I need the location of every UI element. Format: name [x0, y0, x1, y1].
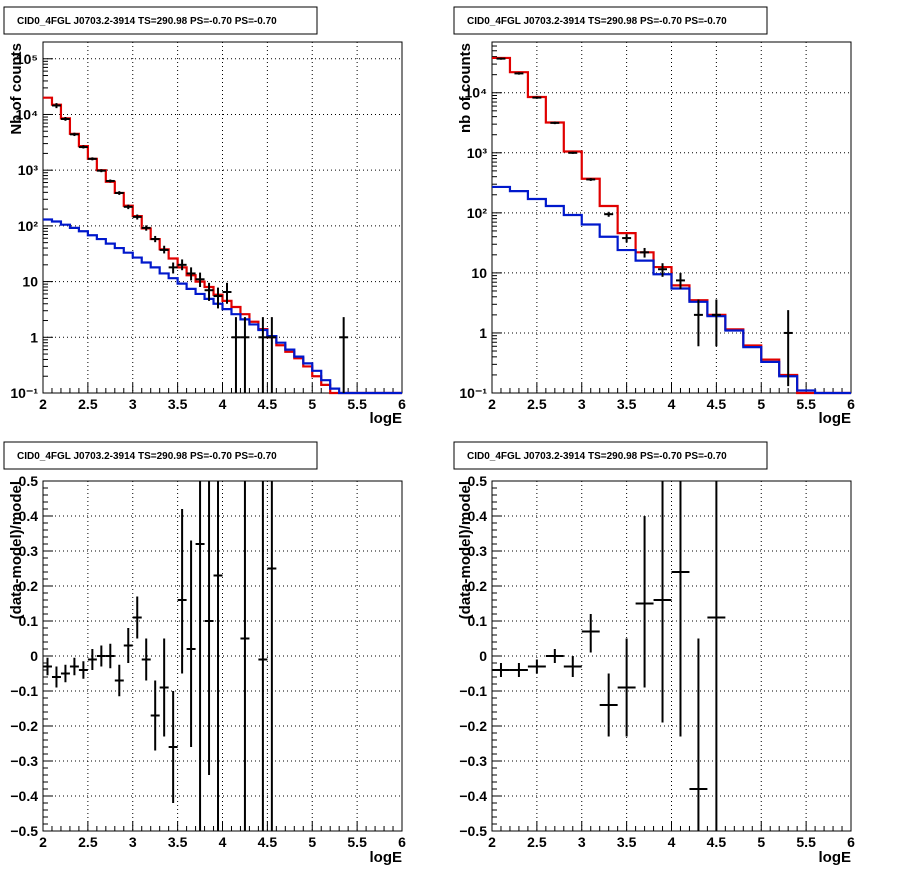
- y-tick-label: −0.3: [10, 753, 38, 769]
- x-axis-label: logE: [370, 410, 403, 427]
- y-tick-label: 10⁴: [16, 106, 39, 122]
- plot-area: 2 2.5 3 3.5 4 4.5 5 5.5 6 10⁻¹ 1 10 10² 10³ 10⁴: [459, 41, 855, 412]
- residual-panel-left: CID0_4FGL J0703.2-3914 TS=290.98 PS=-0.7…: [3, 441, 406, 866]
- y-tick-label: −0.3: [459, 753, 487, 769]
- y-tick-label: 0.4: [19, 508, 39, 524]
- x-tick-label: 3.5: [617, 396, 637, 412]
- y-tick-label: 10: [22, 274, 38, 290]
- residual-panel-right: CID0_4FGL J0703.2-3914 TS=290.98 PS=-0.7…: [453, 441, 855, 866]
- x-tick-label: 2.5: [78, 396, 98, 412]
- y-tick-label: 1: [30, 329, 38, 345]
- x-axis-label: logE: [819, 849, 852, 866]
- y-tick-label: 0.3: [19, 543, 39, 559]
- x-tick-label: 2: [488, 834, 496, 850]
- x-tick-label: 3.5: [617, 834, 637, 850]
- y-tick-label: 10⁴: [465, 85, 488, 101]
- x-tick-label: 3.5: [168, 834, 188, 850]
- y-tick-label: −0.1: [459, 683, 487, 699]
- x-tick-label: 2: [488, 396, 496, 412]
- y-tick-label: 10²: [18, 218, 39, 234]
- y-tick-label: 10⁻¹: [459, 385, 487, 401]
- y-tick-label: 10²: [467, 205, 488, 221]
- x-tick-label: 4.5: [707, 834, 727, 850]
- y-axis-label: nb of counts: [457, 43, 474, 133]
- x-axis-label: logE: [370, 849, 403, 866]
- x-tick-label: 4: [219, 834, 227, 850]
- y-tick-label: 10⁵: [16, 51, 38, 67]
- counts-panel-right: CID0_4FGL J0703.2-3914 TS=290.98 PS=-0.7…: [453, 6, 855, 427]
- title-box: [3, 6, 318, 35]
- plot-area: 2 2.5 3 3.5 4 4.5 5 5.5 6 −0.5 −0.4 −0.3 −0.2 −0.1 0 0.…: [10, 473, 406, 850]
- x-tick-label: 4.5: [707, 396, 727, 412]
- x-tick-label: 4: [219, 396, 227, 412]
- component-step-line: [492, 185, 851, 395]
- x-tick-label: 2: [39, 396, 47, 412]
- x-tick-label: 6: [398, 396, 406, 412]
- x-tick-label: 5: [757, 834, 765, 850]
- y-tick-label: 1: [479, 325, 487, 341]
- y-tick-label: −0.1: [10, 683, 38, 699]
- y-axis-label: Nb of counts: [8, 43, 25, 135]
- y-axis-label: (data-model)/model: [8, 481, 25, 619]
- x-tick-label: 5.5: [796, 834, 816, 850]
- x-tick-label: 3: [129, 834, 137, 850]
- y-tick-label: 0.1: [19, 613, 39, 629]
- x-tick-label: 2: [39, 834, 47, 850]
- x-tick-label: 3: [578, 396, 586, 412]
- x-tick-label: 2.5: [78, 834, 98, 850]
- y-tick-label: −0.4: [10, 788, 38, 804]
- title-box: [453, 6, 768, 35]
- x-tick-label: 5: [308, 834, 316, 850]
- y-tick-label: 0: [30, 648, 38, 664]
- y-tick-label: 10³: [18, 162, 39, 178]
- counts-panel-left: CID0_4FGL J0703.2-3914 TS=290.98 PS=-0.7…: [3, 6, 406, 427]
- y-tick-label: −0.2: [459, 718, 487, 734]
- x-tick-label: 5.5: [347, 834, 367, 850]
- y-tick-label: −0.4: [459, 788, 487, 804]
- panel-title: CID0_4FGL J0703.2-3914 TS=290.98 PS=-0.7…: [467, 451, 727, 462]
- x-axis-label: logE: [819, 410, 852, 427]
- total_model-step-line: [43, 96, 402, 395]
- x-tick-label: 5.5: [796, 396, 816, 412]
- plot-area: 2 2.5 3 3.5 4 4.5 5 5.5 6 −0.5 −0.4 −0.3 −0.2 −0.1 0 0.…: [459, 473, 855, 850]
- x-tick-label: 2.5: [527, 396, 547, 412]
- y-tick-label: −0.5: [459, 823, 487, 839]
- x-tick-label: 6: [398, 834, 406, 850]
- x-tick-label: 5.5: [347, 396, 367, 412]
- y-tick-label: −0.2: [10, 718, 38, 734]
- x-tick-label: 6: [847, 396, 855, 412]
- y-axis-label: (data-model)/model: [457, 481, 474, 619]
- y-tick-label: 10: [471, 265, 487, 281]
- x-tick-label: 2.5: [527, 834, 547, 850]
- y-tick-label: 0.3: [468, 543, 488, 559]
- title-box: [453, 441, 768, 470]
- x-tick-label: 5: [308, 396, 316, 412]
- y-tick-label: 10³: [467, 145, 488, 161]
- y-tick-label: 0: [479, 648, 487, 664]
- x-tick-label: 4.5: [258, 396, 278, 412]
- x-tick-label: 6: [847, 834, 855, 850]
- y-tick-label: 0.1: [468, 613, 488, 629]
- x-tick-label: 5: [757, 396, 765, 412]
- y-tick-label: −0.5: [10, 823, 38, 839]
- panel-title: CID0_4FGL J0703.2-3914 TS=290.98 PS=-0.7…: [467, 16, 727, 27]
- x-tick-label: 3.5: [168, 396, 188, 412]
- y-tick-label: 0.5: [468, 473, 488, 489]
- plot-area: 2 2.5 3 3.5 4 4.5 5 5.5 6 10⁻¹ 1 10 10² 10³ 10⁴ 10⁵: [10, 41, 406, 412]
- x-tick-label: 4: [668, 396, 676, 412]
- panel-title: CID0_4FGL J0703.2-3914 TS=290.98 PS=-0.7…: [17, 16, 277, 27]
- x-tick-label: 3: [578, 834, 586, 850]
- y-tick-label: 0.2: [468, 578, 488, 594]
- title-box: [3, 441, 318, 470]
- x-tick-label: 4.5: [258, 834, 278, 850]
- y-tick-label: 0.2: [19, 578, 39, 594]
- x-tick-label: 4: [668, 834, 676, 850]
- y-tick-label: 0.4: [468, 508, 488, 524]
- x-tick-label: 3: [129, 396, 137, 412]
- y-tick-label: 0.5: [19, 473, 39, 489]
- y-tick-label: 10⁻¹: [10, 385, 38, 401]
- panel-title: CID0_4FGL J0703.2-3914 TS=290.98 PS=-0.7…: [17, 451, 277, 462]
